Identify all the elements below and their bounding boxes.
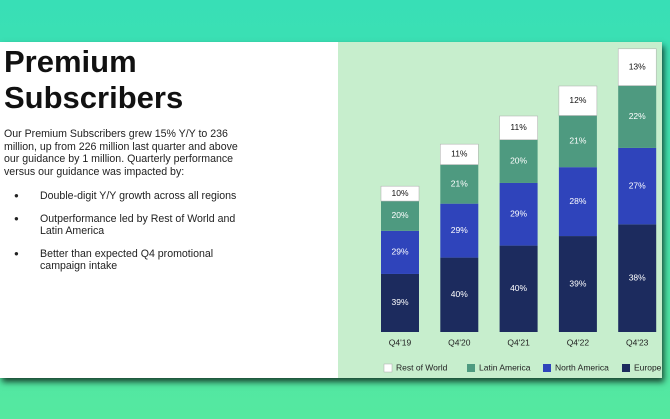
x-tick-label: Q4'23: [626, 337, 649, 347]
value-label: 10%: [391, 188, 408, 198]
value-label: 39%: [391, 297, 408, 307]
bar-segment: [558, 115, 597, 168]
bar-segment: [440, 257, 479, 332]
x-tick-label: Q4'22: [567, 337, 590, 347]
bullet: Outperformance led by Rest of World and …: [14, 213, 244, 238]
bullet: Double-digit Y/Y growth across all regio…: [14, 190, 244, 203]
value-label: 11%: [451, 149, 468, 159]
bar-segment: [380, 185, 420, 202]
value-label: 27%: [629, 180, 646, 190]
value-label: 13%: [629, 61, 646, 71]
bar-segment: [558, 167, 597, 237]
legend-label: Europe: [634, 362, 662, 372]
value-label: 38%: [629, 272, 646, 282]
legend-swatch: [622, 364, 630, 372]
bar-segment: [381, 201, 419, 231]
legend-label: Rest of World: [396, 362, 448, 372]
bar-segment: [499, 245, 538, 332]
value-label: 12%: [569, 95, 586, 105]
value-label: 40%: [510, 283, 527, 293]
bullet: Better than expected Q4 promotional camp…: [14, 248, 244, 273]
value-label: 40%: [451, 289, 468, 299]
x-tick-label: Q4'19: [389, 337, 412, 347]
bar-segment: [381, 273, 419, 332]
x-tick-label: Q4'20: [448, 337, 471, 347]
value-label: 29%: [451, 225, 468, 235]
bar-segment: [499, 139, 538, 183]
legend-label: North America: [555, 362, 609, 372]
value-label: 29%: [391, 247, 408, 257]
value-label: 39%: [569, 278, 586, 288]
legend-swatch: [383, 363, 393, 373]
value-label: 28%: [569, 196, 586, 206]
bar-segment: [617, 48, 657, 86]
legend-swatch: [467, 364, 475, 372]
value-label: 21%: [451, 178, 468, 188]
bar-segment: [381, 230, 419, 274]
title: Premium Subscribers: [4, 44, 184, 115]
bar-segment: [499, 115, 538, 141]
bar-segment: [440, 143, 479, 165]
bar-segment: [618, 224, 657, 332]
bar-segment: [440, 164, 479, 204]
bar-segment: [618, 147, 657, 225]
value-label: 20%: [510, 156, 527, 166]
bar-segment: [440, 203, 479, 258]
bullet-list: Double-digit Y/Y growth across all regio…: [14, 190, 244, 283]
legend-label: Latin America: [479, 362, 531, 372]
bar-segment: [558, 85, 598, 116]
bar-segment: [618, 85, 657, 148]
bar-segment: [558, 236, 597, 332]
value-label: 11%: [510, 122, 527, 132]
body-text: Our Premium Subscribers grew 15% Y/Y to …: [4, 128, 238, 178]
value-label: 21%: [569, 136, 586, 146]
legend-swatch: [543, 364, 551, 372]
bar-segment: [499, 182, 538, 246]
value-label: 22%: [629, 111, 646, 121]
x-tick-label: Q4'21: [507, 337, 530, 347]
value-label: 20%: [391, 210, 408, 220]
value-label: 29%: [510, 209, 527, 219]
